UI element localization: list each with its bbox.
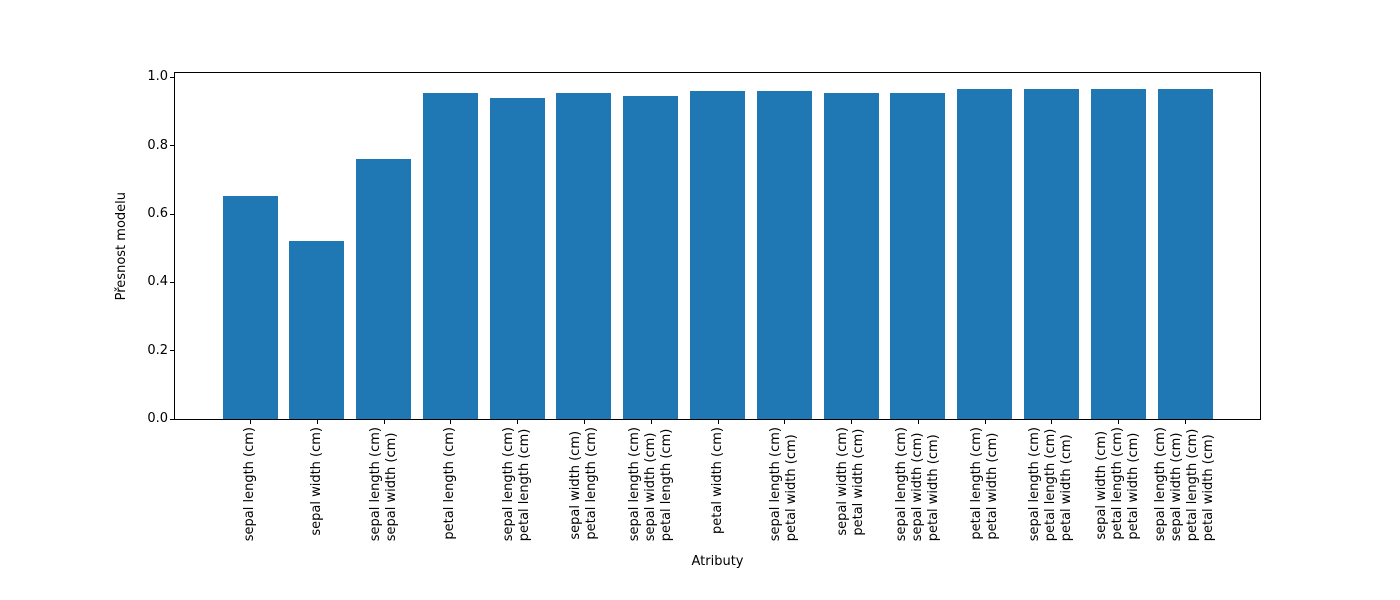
bar bbox=[623, 96, 678, 419]
x-tick-mark bbox=[651, 419, 652, 424]
y-tick-mark bbox=[170, 145, 175, 146]
x-tick-mark bbox=[584, 419, 585, 424]
x-tick-label: sepal width (cm) petal length (cm) bbox=[568, 427, 599, 540]
y-tick-label: 0.4 bbox=[147, 274, 168, 289]
x-tick-mark bbox=[718, 419, 719, 424]
bar bbox=[556, 93, 611, 419]
x-tick-mark bbox=[851, 419, 852, 424]
bar bbox=[490, 98, 545, 419]
x-tick-label: sepal length (cm) petal length (cm) peta… bbox=[1027, 427, 1074, 542]
x-tick-mark bbox=[1051, 419, 1052, 424]
x-tick-mark bbox=[784, 419, 785, 424]
bar bbox=[423, 93, 478, 419]
y-tick-mark bbox=[170, 350, 175, 351]
x-tick-mark bbox=[985, 419, 986, 424]
bar bbox=[1091, 89, 1146, 419]
x-tick-label: sepal length (cm) sepal width (cm) petal… bbox=[894, 427, 941, 542]
bar bbox=[1158, 89, 1213, 419]
bar bbox=[690, 91, 745, 419]
y-tick-label: 0.2 bbox=[147, 343, 168, 358]
bar bbox=[824, 93, 879, 419]
x-tick-label: sepal length (cm) sepal width (cm) bbox=[368, 427, 399, 542]
x-tick-label: sepal length (cm) sepal width (cm) petal… bbox=[627, 427, 674, 542]
y-tick-label: 0.0 bbox=[147, 411, 168, 426]
x-tick-label: sepal length (cm) sepal width (cm) petal… bbox=[1153, 427, 1216, 542]
bar bbox=[356, 159, 411, 419]
x-tick-label: sepal width (cm) petal length (cm) petal… bbox=[1094, 427, 1141, 540]
x-tick-label: sepal width (cm) petal width (cm) bbox=[835, 427, 866, 536]
x-tick-label: petal length (cm) petal width (cm) bbox=[969, 427, 1000, 540]
x-tick-mark bbox=[517, 419, 518, 424]
bar bbox=[957, 89, 1012, 419]
x-tick-mark bbox=[1118, 419, 1119, 424]
y-tick-label: 1.0 bbox=[147, 69, 168, 84]
bar bbox=[289, 241, 344, 419]
x-tick-label: petal width (cm) bbox=[710, 427, 725, 534]
y-tick-mark bbox=[170, 282, 175, 283]
y-tick-mark bbox=[170, 214, 175, 215]
x-tick-mark bbox=[450, 419, 451, 424]
x-tick-mark bbox=[918, 419, 919, 424]
x-tick-label: sepal length (cm) petal length (cm) bbox=[501, 427, 532, 542]
x-tick-label: petal length (cm) bbox=[442, 427, 457, 540]
y-tick-mark bbox=[170, 77, 175, 78]
y-axis-title: Přesnost modelu bbox=[114, 191, 129, 301]
x-tick-label: sepal length (cm) bbox=[242, 427, 257, 542]
x-tick-mark bbox=[1185, 419, 1186, 424]
bar bbox=[1024, 89, 1079, 419]
x-tick-label: sepal width (cm) bbox=[309, 427, 324, 536]
bar bbox=[757, 91, 812, 419]
x-tick-label: sepal length (cm) petal width (cm) bbox=[768, 427, 799, 542]
y-tick-label: 0.8 bbox=[147, 138, 168, 153]
bar bbox=[223, 196, 278, 419]
y-axis-title-box: Přesnost modelu bbox=[112, 72, 132, 420]
x-tick-mark bbox=[250, 419, 251, 424]
y-tick-label: 0.6 bbox=[147, 206, 168, 221]
x-tick-mark bbox=[317, 419, 318, 424]
y-tick-mark bbox=[170, 419, 175, 420]
x-axis-title: Atributy bbox=[691, 554, 744, 569]
bar bbox=[890, 93, 945, 419]
plot-area bbox=[170, 72, 1261, 424]
x-tick-mark bbox=[384, 419, 385, 424]
x-tick-label-cell: sepal length (cm) sepal width (cm) petal… bbox=[1145, 427, 1225, 541]
